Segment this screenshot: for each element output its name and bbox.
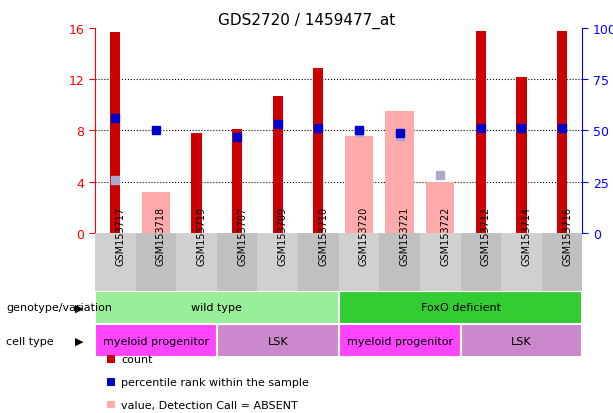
Bar xyxy=(420,233,460,291)
Text: GSM153719: GSM153719 xyxy=(197,207,207,266)
Bar xyxy=(460,233,501,291)
Text: LSK: LSK xyxy=(511,336,531,346)
Bar xyxy=(142,192,170,233)
Bar xyxy=(338,291,582,324)
Bar xyxy=(557,31,567,233)
Text: GSM153721: GSM153721 xyxy=(400,206,409,266)
Text: LSK: LSK xyxy=(267,336,288,346)
Bar xyxy=(298,233,338,291)
Text: FoxO deficient: FoxO deficient xyxy=(421,303,501,313)
Text: GDS2720 / 1459477_at: GDS2720 / 1459477_at xyxy=(218,12,395,28)
Bar xyxy=(386,112,414,233)
Bar xyxy=(95,233,135,291)
Text: GSM153716: GSM153716 xyxy=(562,207,572,266)
Bar xyxy=(460,324,582,357)
Text: GSM153714: GSM153714 xyxy=(522,207,531,266)
Text: myeloid progenitor: myeloid progenitor xyxy=(346,336,452,346)
Text: percentile rank within the sample: percentile rank within the sample xyxy=(121,377,309,387)
Text: GSM153707: GSM153707 xyxy=(237,206,247,266)
Bar xyxy=(95,291,338,324)
Bar xyxy=(95,324,217,357)
Bar xyxy=(110,33,120,233)
Bar xyxy=(217,324,338,357)
Bar xyxy=(191,134,202,233)
Bar xyxy=(232,130,242,233)
Bar xyxy=(338,324,460,357)
Text: wild type: wild type xyxy=(191,303,242,313)
Text: GSM153722: GSM153722 xyxy=(440,206,450,266)
Bar xyxy=(542,233,582,291)
Bar xyxy=(217,233,257,291)
Bar xyxy=(338,233,379,291)
Bar xyxy=(177,233,217,291)
Text: ▶: ▶ xyxy=(75,303,84,313)
Text: GSM153710: GSM153710 xyxy=(318,207,329,266)
Text: myeloid progenitor: myeloid progenitor xyxy=(103,336,209,346)
Bar xyxy=(501,233,542,291)
Text: value, Detection Call = ABSENT: value, Detection Call = ABSENT xyxy=(121,400,298,410)
Bar xyxy=(345,136,373,233)
Bar xyxy=(516,78,527,233)
Bar xyxy=(476,31,486,233)
Bar xyxy=(135,233,177,291)
Text: GSM153712: GSM153712 xyxy=(481,206,491,266)
Text: ▶: ▶ xyxy=(75,336,84,346)
Text: genotype/variation: genotype/variation xyxy=(6,303,112,313)
Bar xyxy=(257,233,298,291)
Text: GSM153718: GSM153718 xyxy=(156,207,166,266)
Text: GSM153720: GSM153720 xyxy=(359,206,369,266)
Bar xyxy=(426,182,454,233)
Bar xyxy=(313,69,324,233)
Text: count: count xyxy=(121,354,153,364)
Bar xyxy=(379,233,420,291)
Bar xyxy=(273,97,283,233)
Text: cell type: cell type xyxy=(6,336,54,346)
Text: GSM153717: GSM153717 xyxy=(115,206,125,266)
Text: GSM153709: GSM153709 xyxy=(278,207,287,266)
